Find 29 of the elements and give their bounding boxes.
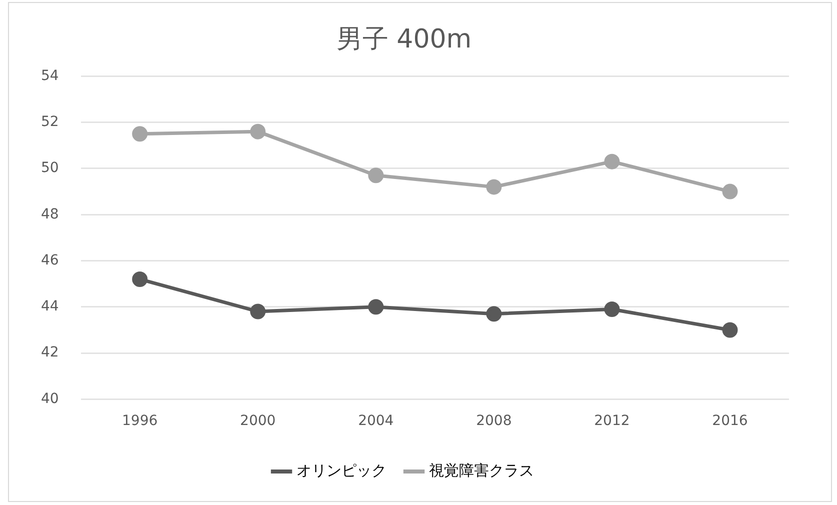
point (368, 168, 384, 184)
point (486, 306, 502, 322)
y-tick-label: 40 (40, 390, 59, 407)
y-tick-label: 54 (40, 68, 59, 84)
point (604, 301, 620, 317)
point (486, 179, 502, 195)
point (722, 322, 738, 338)
y-tick-label: 52 (40, 114, 59, 130)
point (132, 126, 148, 142)
point (604, 154, 620, 170)
x-tick-label: 2004 (358, 413, 394, 430)
x-tick-label: 2008 (476, 413, 512, 430)
y-tick-label: 44 (40, 298, 59, 315)
point (368, 299, 384, 315)
point (722, 184, 738, 200)
x-tick-label: 1996 (122, 413, 158, 430)
legend-label: 視覚障害クラス (429, 461, 534, 480)
point (250, 124, 266, 140)
legend-label: オリンピック (296, 461, 386, 480)
x-tick-label: 2000 (240, 413, 276, 430)
y-tick-label: 48 (40, 206, 59, 222)
x-tick-label: 2016 (712, 413, 748, 430)
y-tick-label: 46 (40, 252, 59, 268)
x-tick-label: 2012 (594, 413, 630, 430)
point (250, 304, 266, 320)
y-tick-label: 42 (40, 344, 59, 361)
point (132, 271, 148, 287)
chart-title: 男子 400m (336, 24, 472, 54)
y-tick-label: 50 (40, 160, 59, 176)
